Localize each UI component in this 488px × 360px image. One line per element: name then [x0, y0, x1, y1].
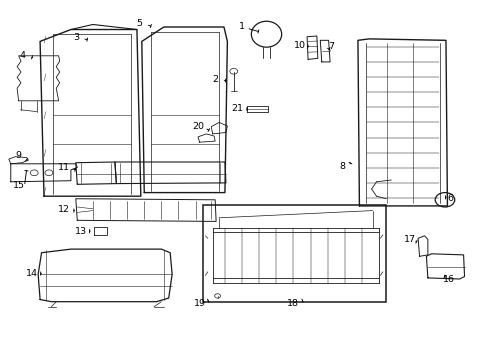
Text: 16: 16: [442, 274, 454, 284]
Text: 21: 21: [231, 104, 243, 113]
Text: 17: 17: [403, 235, 415, 244]
Bar: [203, 205, 386, 302]
Text: 7: 7: [328, 42, 334, 51]
Text: 8: 8: [339, 162, 345, 171]
Text: 9: 9: [16, 152, 21, 161]
Text: 10: 10: [293, 40, 305, 49]
Text: 1: 1: [239, 22, 244, 31]
Text: 15: 15: [13, 181, 24, 190]
Text: 19: 19: [193, 299, 205, 307]
Text: 12: 12: [58, 205, 69, 214]
Text: 13: 13: [75, 227, 86, 236]
Text: 2: 2: [212, 76, 218, 85]
Text: 20: 20: [192, 122, 203, 131]
Text: 4: 4: [20, 51, 26, 60]
Text: 11: 11: [58, 163, 69, 172]
Text: 6: 6: [447, 194, 453, 203]
Text: 18: 18: [287, 299, 299, 307]
Text: 14: 14: [26, 269, 38, 278]
Text: 5: 5: [136, 19, 142, 28]
Text: 3: 3: [73, 33, 79, 42]
